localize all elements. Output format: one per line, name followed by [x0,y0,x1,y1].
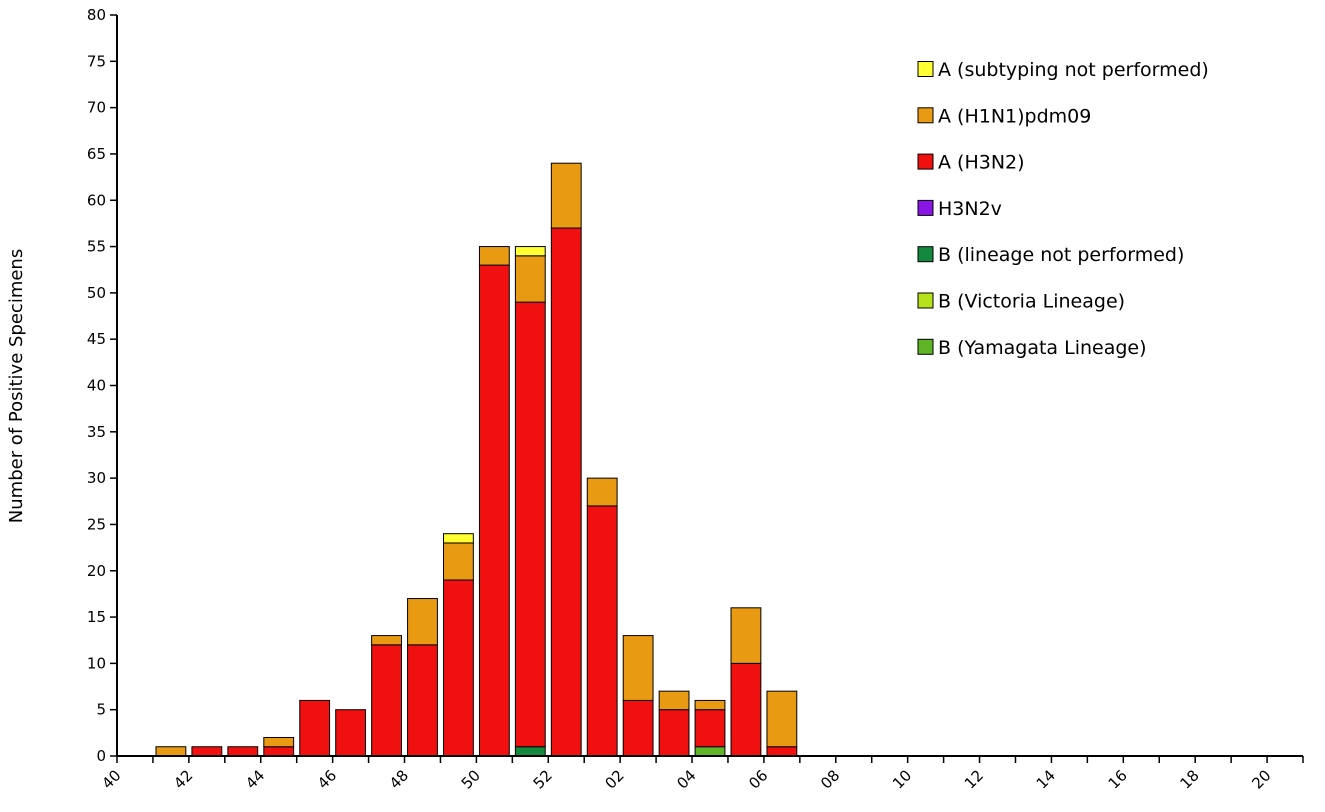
y-tick-label: 25 [87,515,106,533]
bar-segment-05-series-1 [730,607,762,664]
y-tick-label: 45 [87,330,106,348]
y-tick-label: 35 [87,423,106,441]
bar-segment-51-series-2 [514,301,546,748]
axes: 0 5 10 15 20 25 30 35 40 45 50 55 60 65 70 75 80 40 42 44 46… [87,6,1304,793]
x-tick-label: 46 [314,766,340,792]
y-tick-label: 75 [87,52,106,70]
bar-segment-52-series-2 [550,227,582,757]
y-tick-label: 5 [96,701,106,719]
legend: A (subtyping not performed) A (H1N1)pdm09… [917,59,1209,359]
plot-area [155,162,798,757]
bar-segment-51-series-4 [514,746,546,757]
x-tick-label: 20 [1248,766,1274,792]
bar-segment-50-series-1 [478,246,510,266]
legend-label: B (Victoria Lineage) [938,291,1125,313]
legend-swatch [917,199,934,216]
bar-segment-45-series-2 [299,699,331,757]
y-tick-label: 40 [87,377,106,395]
bar-segment-46-series-2 [335,709,367,757]
bar-segment-03-series-1 [658,690,690,711]
legend-swatch [917,246,934,263]
y-tick-label: 55 [87,238,106,256]
bar-segment-48-series-1 [407,598,438,646]
bar-segment-04-series-2 [694,709,726,748]
bar-segment-47-series-1 [371,635,402,646]
x-tick-label: 10 [889,766,915,792]
legend-swatch [917,338,934,355]
legend-label: H3N2v [938,198,1002,220]
bar-segment-49-series-0 [443,533,474,544]
bar-segment-02-series-1 [622,635,654,701]
legend-swatch [917,292,934,309]
bar-segment-42-series-2 [191,746,223,757]
x-tick-label: 50 [458,766,484,792]
y-tick-label: 30 [87,469,106,487]
x-tick-label: 18 [1177,766,1203,792]
x-tick-label: 04 [673,766,699,792]
legend-label: A (H1N1)pdm09 [938,105,1091,127]
bar-segment-01-series-2 [586,505,618,757]
bar-segment-52-series-1 [550,162,582,229]
y-tick-label: 70 [87,99,106,117]
bar-segment-44-series-2 [263,746,295,757]
bar-segment-06-series-1 [766,690,798,748]
legend-swatch [917,107,934,124]
legend-label: A (subtyping not performed) [938,59,1209,81]
bar-segment-43-series-2 [227,746,259,757]
x-tick-label: 08 [817,766,843,792]
bar-segment-51-series-0 [514,246,546,257]
x-tick-label: 42 [170,766,196,792]
bar-segment-49-series-2 [443,579,474,757]
bar-segment-04-series-1 [694,699,726,711]
y-tick-label: 20 [87,562,106,580]
bar-segment-05-series-2 [730,662,762,757]
y-tick-label: 15 [87,608,106,626]
legend-swatch [917,61,934,77]
bar-segment-03-series-2 [658,709,690,757]
bar-segment-04-series-6 [694,746,726,757]
x-tick-label: 44 [242,766,268,792]
y-tick-label: 80 [87,6,106,24]
x-tick-label: 12 [961,766,987,792]
bar-segment-06-series-2 [766,746,798,757]
y-axis-title: Number of Positive Specimens [6,249,27,523]
bar-segment-47-series-2 [371,644,402,757]
y-tick-label: 0 [96,747,106,765]
y-tick-label: 10 [87,654,106,672]
bar-segment-01-series-1 [586,477,618,507]
legend-label: B (lineage not performed) [938,244,1184,266]
x-tick-label: 40 [98,766,124,792]
y-tick-label: 65 [87,145,106,163]
x-tick-label: 48 [386,766,412,792]
y-tick-label: 50 [87,284,106,302]
bar-segment-44-series-1 [263,736,295,748]
legend-label: A (H3N2) [938,152,1025,174]
legend-label: B (Yamagata Lineage) [938,337,1147,359]
legend-swatch [917,153,934,170]
y-tick-label: 60 [87,191,106,209]
x-tick-label: 02 [602,766,628,792]
x-tick-label: 14 [1033,766,1059,792]
bar-segment-49-series-1 [443,542,474,581]
bar-segment-50-series-2 [478,264,510,757]
x-tick-label: 06 [745,766,771,792]
bar-segment-48-series-2 [407,644,438,757]
x-tick-label: 52 [530,766,556,792]
bar-segment-41-series-1 [155,746,187,757]
bar-segment-02-series-2 [622,699,654,757]
x-tick-label: 16 [1105,766,1131,792]
bar-segment-51-series-1 [514,255,546,303]
